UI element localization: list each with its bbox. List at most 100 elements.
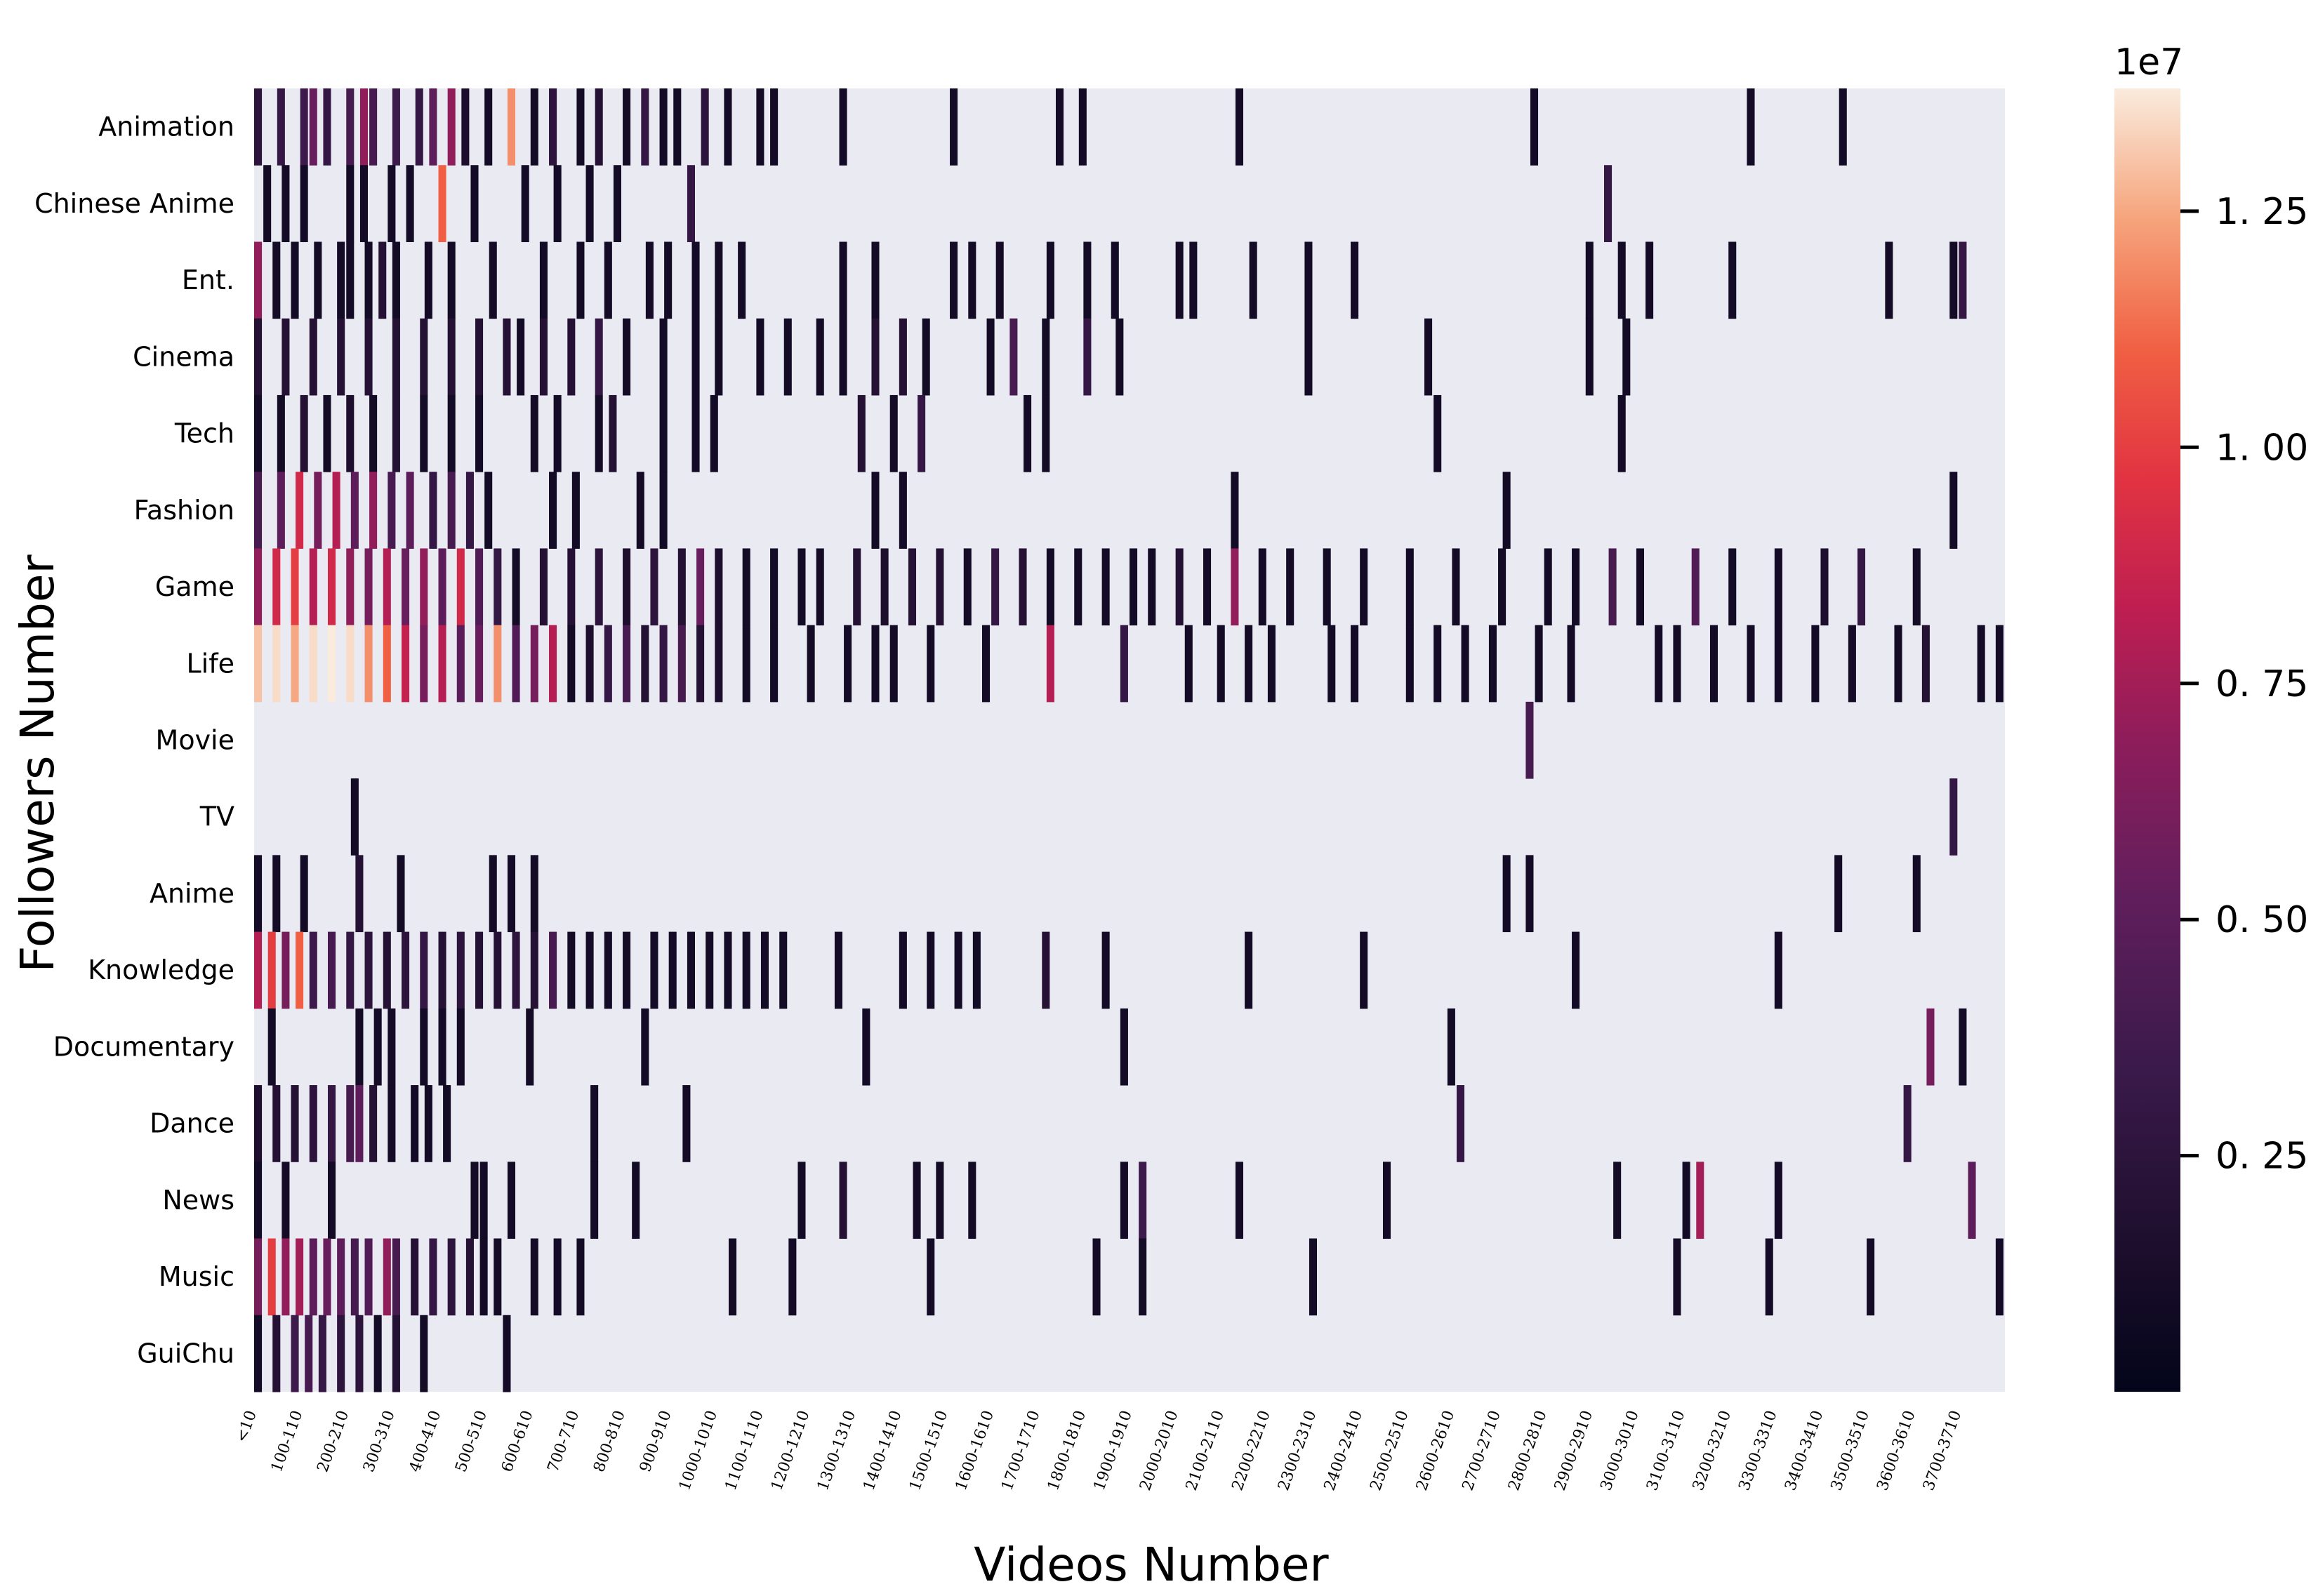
heatmap-cell (1655, 625, 1663, 703)
heatmap-cell (1959, 241, 1967, 319)
heatmap-cell (636, 472, 644, 549)
heatmap-cell (254, 1162, 263, 1239)
heatmap-cell (899, 931, 907, 1009)
x-tick-label: 1900-1910 (1091, 1409, 1136, 1494)
heatmap-cell (1839, 88, 1847, 166)
heatmap-cell (659, 625, 668, 703)
heatmap-cell (738, 241, 746, 319)
heatmap-cell (447, 394, 456, 472)
heatmap-cell (1258, 548, 1266, 626)
y-tick-label: Movie (156, 725, 234, 756)
y-tick-label: Tech (174, 418, 234, 449)
x-tick-label: 1300-1310 (814, 1409, 859, 1494)
heatmap-cell (576, 241, 585, 319)
heatmap-cell (277, 472, 285, 549)
heatmap-cell (1774, 931, 1782, 1009)
heatmap-cell (291, 625, 299, 703)
heatmap-cell (507, 88, 516, 166)
heatmap-cell (282, 1238, 290, 1316)
heatmap-cell (254, 318, 263, 396)
heatmap-cell (549, 472, 557, 549)
heatmap-cell (922, 318, 930, 396)
x-tick-label: 900-910 (637, 1409, 675, 1475)
y-tick-label: Ent. (182, 265, 234, 295)
heatmap-cell (1286, 548, 1294, 626)
heatmap-cell (701, 88, 709, 166)
heatmap-cell (936, 1162, 944, 1239)
heatmap-cell (595, 318, 603, 396)
heatmap-cell (1083, 318, 1092, 396)
heatmap-cell (650, 548, 658, 626)
heatmap-cell (420, 931, 428, 1009)
heatmap-cell (1622, 318, 1631, 396)
y-tick-label: Music (159, 1261, 234, 1292)
heatmap-cell (429, 88, 437, 166)
heatmap-cell (567, 625, 576, 703)
x-tick-label: <10 (233, 1409, 260, 1445)
heatmap-cell (1267, 625, 1276, 703)
heatmap-cell (456, 931, 465, 1009)
heatmap-cell (507, 855, 516, 933)
x-tick-label: 3700-3710 (1920, 1409, 1965, 1494)
heatmap-cell (724, 88, 732, 166)
heatmap-cell (623, 88, 631, 166)
heatmap-cell (1078, 88, 1087, 166)
heatmap-cell (1111, 241, 1119, 319)
heatmap-cell (1019, 548, 1027, 626)
heatmap-cell (936, 548, 944, 626)
heatmap-cell (503, 318, 511, 396)
heatmap-cell (254, 1238, 263, 1316)
heatmap-cell (1042, 318, 1050, 396)
heatmap-cell (254, 855, 263, 933)
heatmap-cell (305, 1315, 313, 1392)
x-tick-label: 2100-2110 (1183, 1409, 1228, 1494)
heatmap-cell (1120, 1008, 1128, 1086)
heatmap-cell (1235, 1162, 1244, 1239)
heatmap-cell (1203, 548, 1212, 626)
heatmap-cell (1673, 1238, 1681, 1316)
heatmap-cell (346, 931, 355, 1009)
heatmap-cell (927, 931, 935, 1009)
heatmap-cell (429, 472, 437, 549)
heatmap-cell (839, 1162, 847, 1239)
heatmap-cell (1360, 548, 1368, 626)
heatmap-cell (282, 165, 290, 242)
heatmap-cell (309, 931, 317, 1009)
heatmap-cell (323, 88, 331, 166)
heatmap-cell (1747, 88, 1755, 166)
heatmap-cell (641, 1008, 649, 1086)
y-tick-label: News (162, 1185, 234, 1216)
heatmap-cell (447, 241, 456, 319)
x-tick-label: 2500-2510 (1367, 1409, 1412, 1494)
heatmap-cell (632, 1162, 640, 1239)
heatmap-cell (392, 394, 400, 472)
heatmap-cell (470, 1162, 479, 1239)
heatmap-cell (807, 625, 815, 703)
x-tick-label: 100-110 (268, 1409, 307, 1475)
heatmap-cell (995, 241, 1004, 319)
heatmap-cell (291, 241, 299, 319)
heatmap-cell (406, 472, 414, 549)
heatmap-cell (512, 625, 520, 703)
heatmap-cell (857, 394, 866, 472)
heatmap-cell (1148, 548, 1156, 626)
heatmap-cell (1604, 165, 1612, 242)
heatmap-cell (1585, 241, 1594, 319)
x-tick-label: 3000-3010 (1598, 1409, 1643, 1494)
y-tick-label: Dance (150, 1108, 234, 1139)
heatmap-cell (424, 241, 432, 319)
heatmap-cell (715, 625, 723, 703)
colorbar-ticks: 0. 25 0. 50 0. 75 1. 00 1. 25 (2180, 191, 2308, 1178)
heatmap-cell (383, 931, 391, 1009)
x-tick-label: 1800-1810 (1045, 1409, 1090, 1494)
heatmap-cell (489, 241, 497, 319)
heatmap-cell (373, 1315, 382, 1392)
heatmap-cell (424, 1085, 432, 1162)
heatmap-cell (484, 472, 493, 549)
heatmap-cell (604, 625, 612, 703)
heatmap-cell (1747, 625, 1755, 703)
heatmap-cell (968, 241, 976, 319)
heatmap-cell (300, 394, 308, 472)
heatmap-cell (272, 241, 281, 319)
heatmap-cell (1217, 625, 1225, 703)
